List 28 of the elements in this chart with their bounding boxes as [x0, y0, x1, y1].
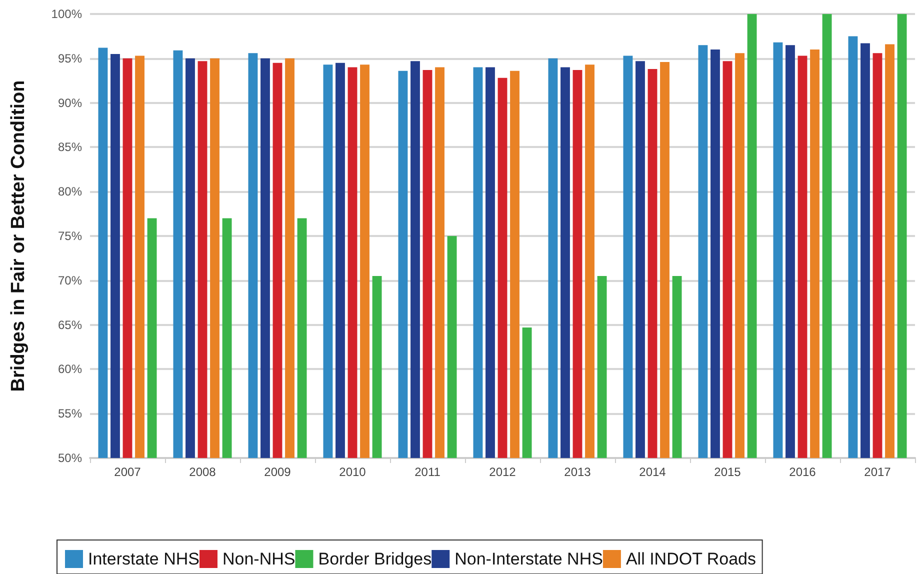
- y-tick-label: 75%: [58, 229, 82, 243]
- legend-label: Non-NHS: [222, 550, 296, 568]
- y-tick-label: 60%: [58, 362, 82, 376]
- x-tick-label: 2008: [189, 465, 216, 479]
- x-tick-label: 2013: [564, 465, 592, 479]
- x-tick-label: 2007: [114, 465, 142, 479]
- x-tick-label: 2010: [339, 465, 366, 479]
- y-tick-label: 70%: [58, 273, 82, 288]
- legend-label: Interstate NHS: [88, 550, 200, 568]
- y-axis-title: Bridges in Fair or Better Condition: [8, 80, 29, 392]
- y-tick-label: 95%: [58, 51, 82, 66]
- y-tick-label: 50%: [58, 451, 82, 465]
- y-tick-label: 100%: [51, 7, 82, 21]
- x-tick-label: 2017: [864, 465, 892, 479]
- x-tick-label: 2015: [714, 465, 742, 479]
- y-tick-label: 90%: [58, 96, 82, 110]
- y-tick-label: 55%: [58, 406, 82, 421]
- x-tick-label: 2012: [489, 465, 516, 479]
- legend-label: Non-Interstate NHS: [454, 550, 603, 568]
- x-tick-label: 2009: [264, 465, 292, 479]
- legend-label: Border Bridges: [318, 550, 432, 568]
- y-tick-label: 85%: [58, 140, 82, 154]
- x-tick-label: 2011: [414, 465, 441, 479]
- y-tick-label: 80%: [58, 184, 82, 199]
- y-tick-label: 65%: [58, 318, 82, 332]
- x-tick-label: 2014: [639, 465, 666, 479]
- legend-label: All INDOT Roads: [626, 550, 756, 568]
- x-tick-label: 2016: [789, 465, 816, 479]
